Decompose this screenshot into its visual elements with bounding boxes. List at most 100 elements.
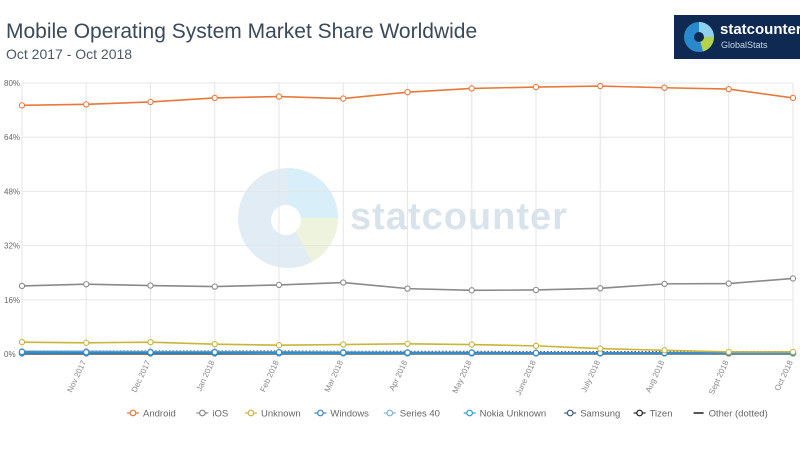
data-point[interactable] [18, 282, 26, 290]
x-tick-label: Jan 2018 [194, 359, 216, 393]
data-point[interactable] [211, 349, 218, 356]
chart-legend: Android iOS Unknown Windows Series 40 Nokia U… [127, 409, 768, 420]
legend-item[interactable]: Unknown [245, 409, 301, 420]
legend-label: iOS [212, 409, 228, 420]
x-tick-label: July 2018 [579, 359, 602, 394]
y-tick-label: 0% [4, 350, 16, 359]
legend-marker [129, 409, 137, 417]
chart-series [18, 82, 797, 357]
legend-item[interactable]: Windows [314, 409, 369, 420]
x-tick-label: Mar 2018 [323, 359, 346, 394]
data-point[interactable] [211, 94, 218, 102]
data-point[interactable] [147, 282, 154, 289]
y-axis-ticks: 0% 16% 32% 48% 64% 80% [4, 79, 20, 359]
data-point[interactable] [340, 349, 347, 356]
legend-marker [247, 409, 255, 417]
legend-label: Windows [330, 409, 369, 420]
series-ios[interactable] [18, 275, 797, 294]
legend-label: Samsung [580, 409, 620, 420]
data-point[interactable] [468, 349, 475, 356]
data-point[interactable] [275, 342, 283, 349]
data-point[interactable] [18, 338, 26, 346]
data-point[interactable] [147, 338, 154, 346]
logo-sub: GlobalStats [721, 40, 768, 50]
data-point[interactable] [404, 285, 411, 292]
legend-item[interactable]: Tizen [633, 409, 673, 420]
legend-marker [386, 409, 394, 417]
legend-label: Android [143, 409, 176, 420]
legend-item[interactable]: Nokia Unknown [463, 409, 547, 420]
y-tick-label: 64% [4, 133, 20, 142]
data-point[interactable] [83, 339, 90, 346]
legend-item[interactable]: Samsung [564, 409, 620, 420]
y-tick-label: 48% [4, 187, 20, 196]
series-android[interactable] [18, 82, 797, 109]
data-point[interactable] [147, 98, 154, 106]
legend-marker [636, 409, 643, 417]
data-point[interactable] [725, 85, 732, 93]
x-tick-label: Apr 2018 [387, 359, 409, 393]
legend-marker [198, 409, 206, 417]
legend-item[interactable]: Android [127, 409, 176, 420]
legend-item[interactable]: iOS [196, 409, 228, 420]
data-point[interactable] [404, 349, 411, 356]
data-point[interactable] [275, 93, 283, 100]
data-point[interactable] [597, 345, 604, 352]
data-point[interactable] [725, 348, 732, 356]
data-point[interactable] [789, 275, 797, 282]
data-point[interactable] [661, 280, 668, 288]
data-point[interactable] [18, 348, 26, 356]
data-point[interactable] [340, 95, 347, 102]
data-point[interactable] [340, 279, 347, 286]
data-point[interactable] [661, 347, 668, 354]
x-tick-label: May 2018 [451, 359, 474, 395]
y-tick-label: 32% [4, 242, 20, 251]
legend-label: Nokia Unknown [480, 409, 547, 420]
data-point[interactable] [83, 101, 90, 108]
y-tick-label: 80% [4, 79, 20, 88]
data-point[interactable] [789, 94, 797, 102]
data-point[interactable] [340, 341, 347, 348]
x-tick-label: June 2018 [514, 359, 538, 397]
data-point[interactable] [532, 349, 540, 357]
x-tick-label: Oct 2018 [773, 359, 795, 393]
data-point[interactable] [275, 281, 283, 289]
data-point[interactable] [468, 85, 475, 92]
data-point[interactable] [468, 341, 475, 348]
data-point[interactable] [83, 281, 90, 288]
legend-item[interactable]: Other (dotted) [693, 409, 768, 420]
data-point[interactable] [18, 102, 26, 109]
data-point[interactable] [83, 349, 90, 356]
data-point[interactable] [211, 283, 218, 290]
data-point[interactable] [147, 349, 154, 356]
data-point[interactable] [211, 341, 218, 348]
statcounter-logo-icon [684, 22, 715, 52]
series-unknown[interactable] [18, 338, 797, 356]
x-tick-label: Aug 2018 [644, 359, 667, 394]
data-point[interactable] [404, 88, 411, 96]
legend-label: Unknown [261, 409, 301, 420]
watermark-icon [238, 168, 339, 268]
data-point[interactable] [468, 287, 475, 294]
data-point[interactable] [597, 285, 604, 292]
x-tick-label: Feb 2018 [258, 359, 281, 394]
data-point[interactable] [532, 286, 540, 294]
y-tick-label: 16% [4, 296, 20, 305]
watermark-text: statcounter [350, 196, 568, 238]
legend-label: Other (dotted) [709, 409, 768, 420]
data-point[interactable] [661, 84, 668, 91]
data-point[interactable] [597, 82, 604, 90]
data-point[interactable] [532, 83, 540, 91]
page-subtitle: Oct 2017 - Oct 2018 [6, 46, 133, 62]
x-tick-label: Nov 2017 [65, 359, 88, 394]
data-point[interactable] [404, 340, 411, 347]
chart-grid [21, 82, 794, 355]
logo-name: statcounter [720, 21, 800, 38]
data-point[interactable] [275, 349, 283, 356]
data-point[interactable] [789, 348, 797, 356]
data-point[interactable] [725, 280, 732, 287]
data-point[interactable] [532, 342, 540, 350]
legend-item[interactable]: Series 40 [383, 409, 440, 420]
legend-marker [317, 409, 324, 417]
statcounter-logo[interactable]: statcounter GlobalStats [674, 15, 800, 59]
